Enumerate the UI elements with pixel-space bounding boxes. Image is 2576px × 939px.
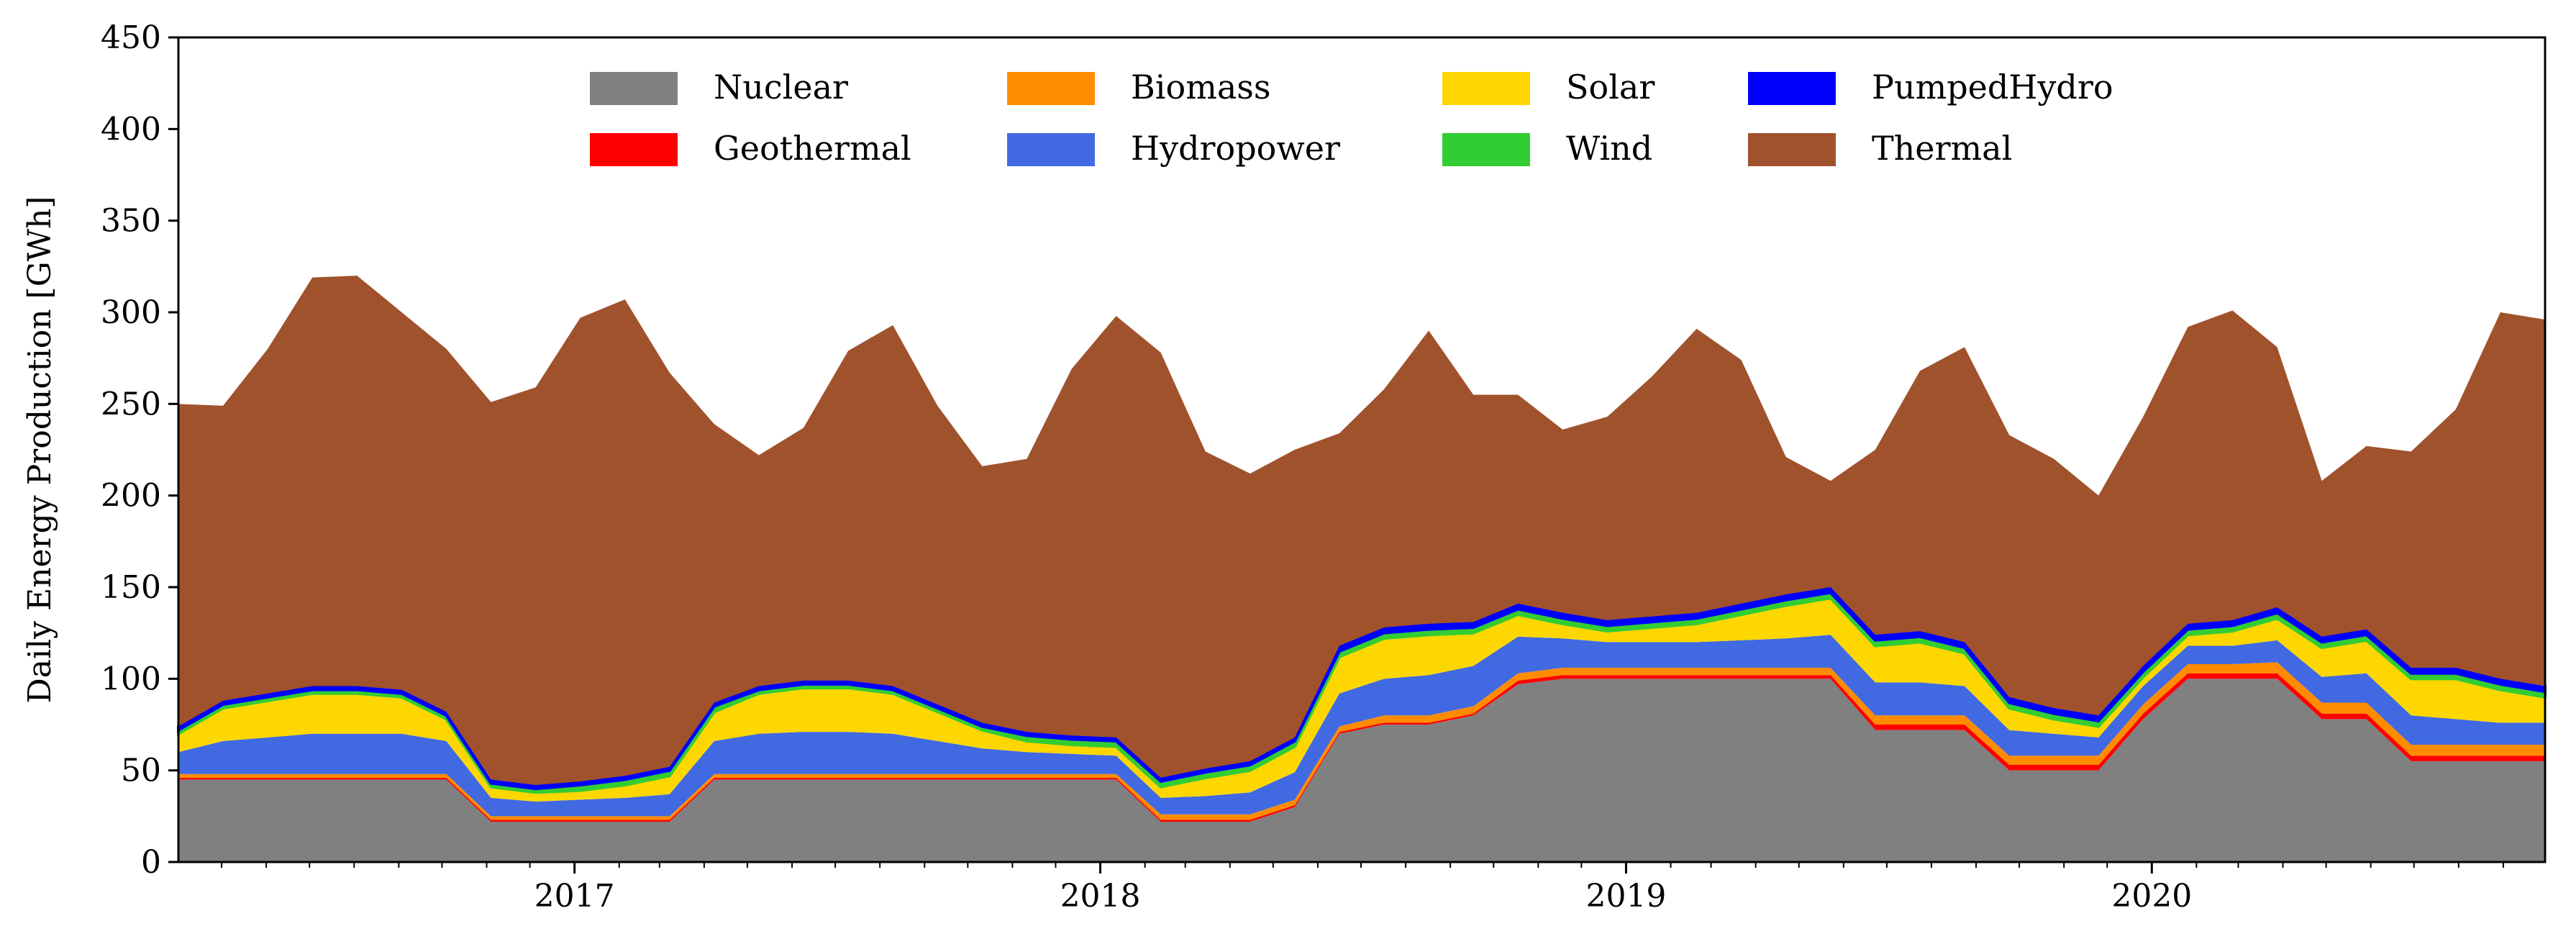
legend-label-nuclear: Nuclear (714, 68, 848, 106)
legend-item-pumpedhydro: PumpedHydro (1748, 68, 2113, 106)
y-tick-label-250: 250 (101, 386, 161, 422)
legend-swatch-nuclear (590, 72, 678, 105)
legend-item-wind: Wind (1442, 129, 1652, 168)
legend-swatch-pumpedhydro (1748, 72, 1836, 105)
y-tick-label-0: 0 (141, 844, 161, 881)
y-axis-ticks: 0 50 100 150 200 250 300 350 400 450 (101, 19, 178, 881)
x-tick-label-2019: 2019 (1585, 878, 1666, 915)
legend-label-thermal: Thermal (1872, 129, 2012, 168)
legend-swatch-hydropower (1007, 133, 1095, 166)
plot-frame (177, 36, 2547, 863)
x-tick-label-2020: 2020 (2111, 878, 2192, 915)
y-tick-label-150: 150 (101, 569, 161, 606)
legend-label-pumpedhydro: PumpedHydro (1872, 68, 2113, 106)
series-areas (177, 276, 2547, 862)
legend-label-biomass: Biomass (1131, 68, 1270, 106)
legend-item-biomass: Biomass (1007, 68, 1270, 106)
legend-label-geothermal: Geothermal (714, 129, 911, 168)
legend-item-solar: Solar (1442, 68, 1655, 106)
area-thermal (178, 276, 2545, 786)
legend-swatch-thermal (1748, 133, 1836, 166)
legend-label-hydropower: Hydropower (1131, 129, 1340, 168)
x-tick-label-2017: 2017 (534, 878, 615, 915)
legend-swatch-geothermal (590, 133, 678, 166)
legend-label-solar: Solar (1566, 68, 1655, 106)
y-tick-label-350: 350 (101, 203, 161, 240)
y-tick-label-400: 400 (101, 111, 161, 148)
y-tick-label-300: 300 (101, 294, 161, 331)
x-tick-label-2018: 2018 (1060, 878, 1141, 915)
legend-label-wind: Wind (1566, 129, 1652, 168)
legend-item-hydropower: Hydropower (1007, 129, 1340, 168)
legend-swatch-wind (1442, 133, 1530, 166)
legend-swatch-solar (1442, 72, 1530, 105)
area-hydropower (178, 635, 2545, 817)
legend-item-nuclear: Nuclear (590, 68, 848, 106)
x-axis-ticks: 2017 2018 2019 2020 (221, 862, 2504, 915)
y-tick-label-450: 450 (101, 19, 161, 56)
legend: Nuclear Geothermal Biomass Hydropower Solar W… (590, 68, 2113, 168)
legend-item-thermal: Thermal (1748, 129, 2012, 168)
y-tick-label-50: 50 (121, 753, 161, 789)
y-tick-label-100: 100 (101, 661, 161, 697)
area-nuclear (178, 679, 2545, 862)
legend-item-geothermal: Geothermal (590, 129, 911, 168)
y-axis-label: Daily Energy Production [GWh] (22, 196, 58, 704)
y-tick-label-200: 200 (101, 478, 161, 514)
legend-swatch-biomass (1007, 72, 1095, 105)
